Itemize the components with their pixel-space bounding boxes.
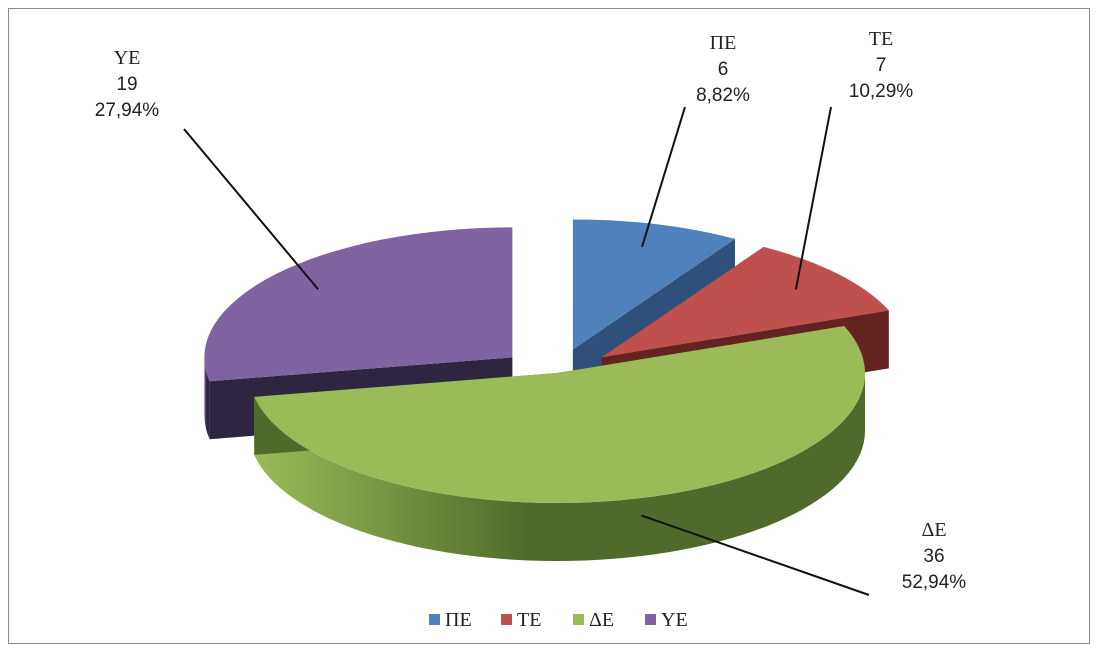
legend-label-te: ΤΕ [517, 609, 541, 631]
slice-pe [572, 219, 736, 350]
legend-swatch-pe [429, 614, 440, 625]
label-te-percent: 10,29% [849, 81, 914, 102]
legend-swatch-te [501, 614, 512, 625]
legend-label-de: ΔΕ [589, 609, 614, 631]
leader-line-te [794, 106, 832, 290]
label-ye-name: ΥΕ [114, 47, 141, 69]
chart-frame: ΠΕ 6 8,82% ΤΕ 7 10,29% ΔΕ 36 52,94% ΥΕ 1… [8, 8, 1090, 644]
pie-tops [204, 219, 889, 503]
label-te: ΤΕ 7 10,29% [849, 28, 914, 102]
legend: ΠΕ ΤΕ ΔΕ ΥΕ [429, 609, 688, 631]
leader-line-de [640, 514, 870, 596]
slice-de [254, 326, 866, 503]
label-de-name: ΔΕ [921, 519, 946, 541]
label-ye-value: 19 [116, 74, 137, 95]
label-de-percent: 52,94% [902, 572, 967, 593]
legend-label-pe: ΠΕ [445, 609, 472, 631]
label-pe-percent: 8,82% [696, 85, 750, 106]
slice-ye-outer-wall [204, 357, 210, 440]
label-de-value: 36 [923, 546, 944, 567]
label-te-name: ΤΕ [869, 28, 893, 50]
label-pe-value: 6 [718, 59, 729, 80]
label-de: ΔΕ 36 52,94% [902, 519, 967, 593]
label-ye-percent: 27,94% [95, 100, 160, 121]
slice-te [601, 246, 889, 358]
slice-ye [204, 227, 513, 382]
legend-label-ye: ΥΕ [661, 609, 688, 631]
label-te-value: 7 [876, 55, 887, 76]
label-pe: ΠΕ 6 8,82% [696, 32, 750, 106]
legend-swatch-ye [645, 614, 656, 625]
pie-chart: ΠΕ 6 8,82% ΤΕ 7 10,29% ΔΕ 36 52,94% ΥΕ 1… [95, 28, 967, 631]
legend-swatch-de [573, 614, 584, 625]
slice-de-outer-wall [254, 373, 866, 561]
leader-lines [183, 106, 870, 596]
leader-line-ye [183, 128, 319, 290]
leader-line-pe [641, 106, 686, 248]
label-ye: ΥΕ 19 27,94% [95, 47, 160, 121]
label-pe-name: ΠΕ [710, 32, 737, 54]
